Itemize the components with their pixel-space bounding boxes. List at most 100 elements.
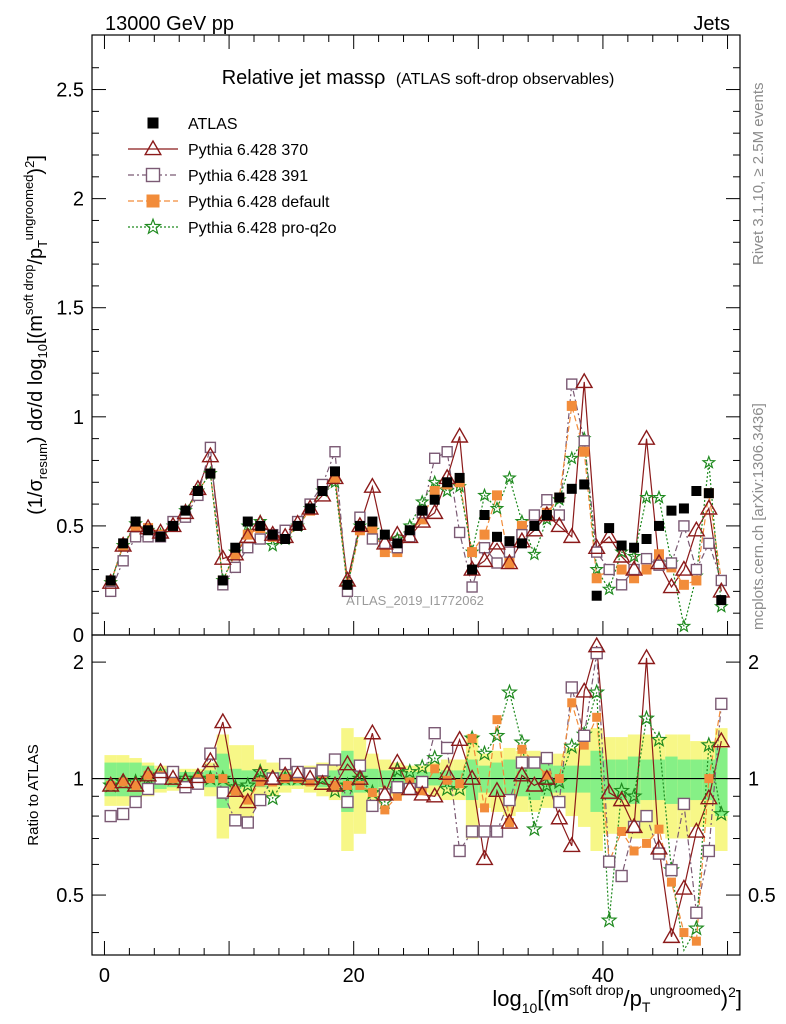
ratio-data-point (413, 784, 432, 801)
ratio-data-point (453, 844, 466, 858)
ratio-band-inner (665, 756, 678, 804)
mc-data-point (329, 446, 341, 458)
ratio-data-point (612, 790, 631, 807)
atlas-data-point (442, 477, 453, 488)
ratio-data-point (578, 729, 591, 742)
ratio-data-point (467, 733, 477, 743)
mc-data-point (477, 487, 492, 502)
ratio-data-point (642, 838, 652, 848)
ratio-data-point (553, 795, 566, 809)
ratio-data-point (293, 774, 303, 784)
legend-entry: Pythia 6.428 370 (188, 142, 308, 159)
mc-data-point (600, 527, 619, 544)
ratio-data-point (392, 791, 402, 801)
ratio-band-inner (640, 759, 653, 801)
ratio-data-point (562, 836, 581, 853)
ratio-data-point (475, 849, 494, 866)
ratio-data-point (426, 749, 444, 766)
mc-data-point (242, 529, 253, 540)
mc-data-point (502, 470, 517, 485)
rivet-version-label: Rivet 3.1.10, ≥ 2.5M events (750, 83, 767, 266)
main-y-axis-label: (1/σresum) dσ/d log10[(msoft drop/pTungr… (21, 155, 50, 515)
mc-data-point (367, 525, 378, 536)
ratio-data-point (465, 825, 479, 838)
mc-data-point (590, 546, 603, 558)
mc-data-point (676, 618, 692, 633)
atlas-data-point (292, 520, 303, 531)
ratio-data-point (666, 877, 676, 887)
mc-data-point (639, 489, 654, 504)
ratio-data-point (328, 753, 342, 766)
ratio-data-point (687, 822, 706, 838)
mc-data-point (625, 560, 644, 576)
ratio-y-tick-label-right: 1 (748, 769, 759, 791)
ratio-data-point (401, 763, 419, 780)
mc-data-point (117, 555, 129, 567)
ratio-data-point (166, 765, 180, 779)
mc-data-point (615, 579, 628, 591)
ratio-data-point (303, 767, 317, 780)
ratio-x-axis: 0 20 40 (99, 941, 729, 987)
ratio-data-point (712, 731, 731, 748)
atlas-data-point (479, 510, 490, 520)
ratio-data-point (463, 769, 482, 785)
mc-data-point (626, 548, 642, 563)
mc-data-point (330, 472, 340, 483)
ratio-data-point (690, 906, 703, 919)
ratio-data-point (241, 816, 254, 829)
atlas-data-point (118, 538, 129, 549)
ratio-data-point (490, 825, 504, 838)
ratio-data-point (455, 779, 465, 789)
mc-data-point (550, 516, 569, 533)
atlas-data-point (155, 531, 166, 542)
mc-data-point (363, 477, 382, 493)
plot-subtitle: (ATLAS soft-drop observables) (396, 71, 614, 88)
main-y-tick-label: 1.5 (56, 298, 84, 320)
main-y-tick-label: 1 (73, 407, 84, 429)
ratio-y-tick-label: 1 (73, 769, 84, 791)
plot-title: Relative jet massρ (ATLAS soft-drop obse… (222, 67, 615, 89)
ratio-data-point (654, 824, 664, 834)
ratio-data-point (101, 776, 120, 792)
legend-entry: Pythia 6.428 391 (188, 168, 308, 185)
mc-data-point (687, 520, 706, 537)
mc-data-point (379, 537, 391, 550)
ratio-data-point (677, 797, 691, 811)
mc-data-point (487, 533, 507, 550)
ratio-data-point (251, 763, 269, 780)
ratio-x-tick-label: 40 (592, 965, 614, 987)
atlas-data-point (330, 466, 340, 477)
series-line (110, 436, 722, 627)
ratio-data-point (637, 648, 656, 665)
mc-data-point (591, 573, 602, 584)
ratio-data-point (554, 774, 564, 784)
ratio-data-point (367, 788, 377, 798)
ratio-data-point (313, 774, 332, 790)
atlas-data-point (168, 520, 178, 531)
atlas-data-point (504, 536, 515, 547)
ratio-data-point (154, 772, 167, 785)
mc-data-point (575, 372, 594, 389)
ratio-data-point (712, 805, 730, 822)
ratio-data-point (205, 774, 215, 784)
mc-data-point (649, 553, 669, 570)
legend-marker (146, 194, 160, 208)
ratio-data-point (430, 764, 440, 774)
ratio-data-point (330, 780, 340, 790)
ratio-data-point (625, 787, 643, 804)
ratio-data-point (640, 809, 653, 823)
energy-label: 13000 GeV pp (105, 13, 234, 35)
mc-data-point (578, 435, 590, 447)
mc-data-point (699, 499, 718, 515)
atlas-data-point (654, 520, 664, 531)
main-data-series (101, 372, 731, 633)
ratio-data-point (602, 855, 616, 868)
atlas-data-point (417, 505, 428, 516)
atlas-data-point (105, 575, 116, 586)
ratio-x-tick-label: 0 (99, 965, 110, 987)
mc-data-point (229, 561, 242, 574)
analysis-tag: Jets (693, 13, 730, 35)
ratio-data-point (176, 772, 195, 789)
atlas-data-point (616, 540, 627, 551)
